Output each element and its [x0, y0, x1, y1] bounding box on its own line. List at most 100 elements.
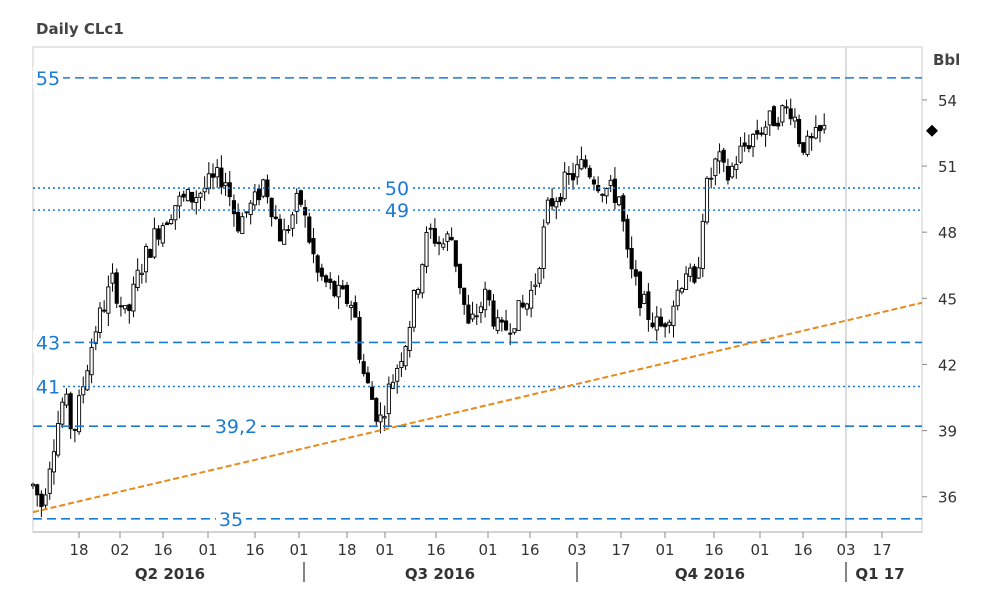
- candle-body: [445, 233, 450, 242]
- candle-body: [742, 142, 747, 147]
- candle: [76, 389, 82, 435]
- candle-body: [194, 197, 199, 203]
- candle-body: [177, 195, 182, 207]
- candle-body: [784, 106, 789, 109]
- candle: [466, 294, 471, 325]
- candle: [198, 191, 203, 210]
- candle: [127, 303, 132, 324]
- x-tick-label: 16: [793, 541, 812, 559]
- candle: [508, 323, 513, 346]
- candle: [575, 155, 580, 185]
- candle-body: [474, 315, 479, 318]
- candle: [763, 120, 768, 147]
- candle: [236, 203, 241, 234]
- candle-body: [185, 189, 190, 202]
- candle: [349, 300, 354, 321]
- candle-body: [617, 196, 622, 206]
- candle-body: [252, 191, 257, 206]
- period-label: Q1 17: [855, 565, 904, 583]
- candle: [533, 273, 538, 296]
- level-label: 35: [219, 509, 243, 531]
- candle-body: [357, 316, 362, 360]
- candle: [642, 290, 647, 305]
- candle-body: [767, 110, 772, 126]
- y-tick-label: 48: [938, 224, 957, 242]
- candle: [529, 281, 534, 318]
- candle-body: [328, 278, 333, 283]
- candle-body: [390, 381, 396, 389]
- x-tick-label: 16: [520, 541, 539, 559]
- candle-body: [579, 159, 584, 170]
- candle: [487, 289, 492, 306]
- candle: [378, 402, 383, 434]
- candle-body: [236, 211, 241, 232]
- y-tick-label: 45: [938, 290, 957, 308]
- candle-body: [336, 284, 341, 298]
- candle: [303, 199, 308, 228]
- candle: [554, 197, 559, 220]
- trendline: [32, 301, 923, 514]
- candle-body: [583, 159, 588, 168]
- candle-body: [181, 193, 186, 198]
- candle: [169, 214, 174, 226]
- grid-layer: [32, 46, 923, 533]
- candle-body: [428, 227, 433, 230]
- candle-body: [529, 289, 534, 309]
- candle-body: [805, 135, 810, 155]
- candle-body: [470, 313, 475, 320]
- candle-body: [809, 135, 814, 139]
- candle-body: [658, 316, 663, 327]
- candle: [273, 205, 278, 220]
- candle-body: [817, 125, 823, 132]
- candle: [97, 302, 103, 339]
- candle-body: [76, 395, 82, 433]
- candle: [817, 124, 823, 143]
- candle-body: [319, 267, 324, 277]
- candle: [340, 279, 345, 290]
- candle-body: [127, 304, 132, 312]
- candle-body: [520, 302, 525, 308]
- candles-layer: [30, 98, 827, 517]
- candle: [424, 226, 429, 274]
- level-label: 39,2: [215, 416, 257, 438]
- candle: [93, 326, 98, 351]
- candle-body: [156, 228, 161, 240]
- candle: [416, 287, 421, 299]
- chart-title: Daily CLc1: [36, 20, 124, 38]
- candle-body: [721, 149, 726, 163]
- candle: [177, 191, 182, 219]
- candle: [311, 227, 316, 264]
- y-tick-label: 39: [938, 423, 957, 441]
- candle-body: [378, 414, 383, 423]
- candle-body: [629, 247, 634, 270]
- candle-body: [441, 243, 446, 248]
- candle-body: [315, 255, 320, 273]
- candle-body: [85, 370, 90, 391]
- candle: [457, 263, 463, 295]
- candle-body: [39, 493, 44, 508]
- candle: [570, 162, 576, 190]
- candle-body: [562, 171, 567, 200]
- candle: [223, 172, 228, 196]
- candle-body: [102, 309, 107, 312]
- candle: [797, 114, 802, 148]
- x-tick-label: 18: [69, 541, 88, 559]
- candle: [784, 99, 789, 114]
- candle: [382, 405, 387, 432]
- candle-body: [604, 188, 609, 197]
- candle: [566, 166, 571, 185]
- candle-body: [43, 494, 48, 506]
- candle-body: [667, 321, 672, 326]
- candle-body: [797, 119, 802, 145]
- candle-body: [248, 202, 253, 216]
- candle-body: [131, 283, 136, 312]
- candle-body: [219, 167, 224, 188]
- candle: [713, 157, 718, 186]
- candle-body: [646, 291, 651, 320]
- candle: [516, 300, 521, 332]
- candle-body: [361, 361, 366, 375]
- candle: [562, 162, 567, 202]
- level-label-bg: [211, 415, 261, 438]
- candle-body: [730, 165, 735, 178]
